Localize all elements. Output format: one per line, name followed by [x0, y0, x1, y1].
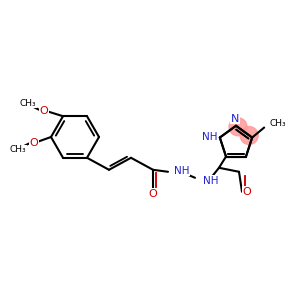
Text: N: N [231, 114, 239, 124]
Text: O: O [243, 187, 251, 197]
Text: NH: NH [174, 166, 190, 176]
Text: O: O [30, 137, 38, 148]
Text: O: O [148, 189, 158, 199]
Text: NH: NH [203, 176, 218, 186]
Text: CH₃: CH₃ [10, 146, 26, 154]
Circle shape [229, 118, 247, 136]
Circle shape [240, 127, 258, 145]
Text: NH: NH [202, 131, 218, 142]
Text: O: O [40, 106, 48, 116]
Text: CH₃: CH₃ [269, 119, 286, 128]
Text: CH₃: CH₃ [20, 99, 36, 108]
